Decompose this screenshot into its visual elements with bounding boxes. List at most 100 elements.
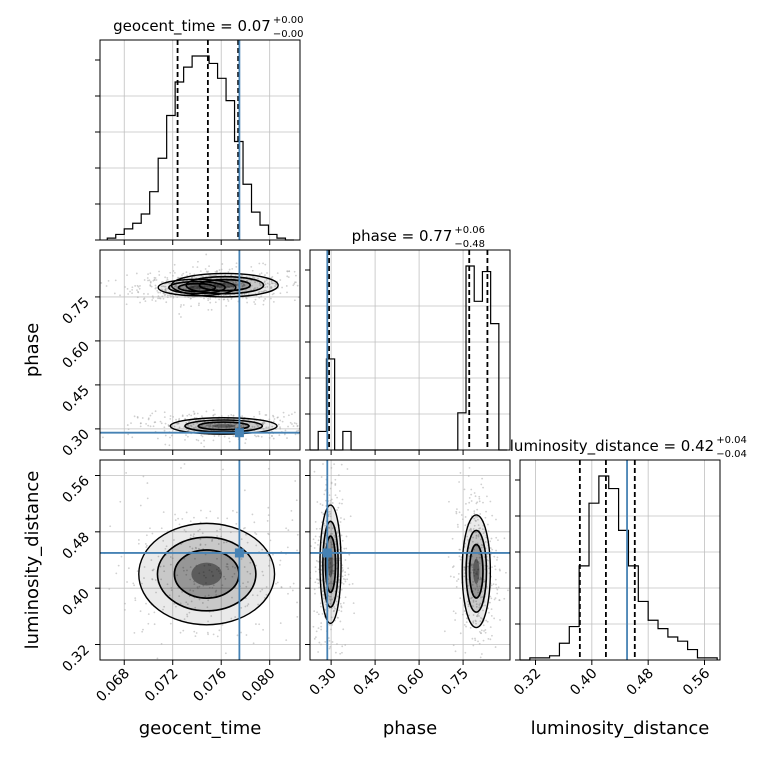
sample-point — [313, 588, 316, 591]
sample-point — [249, 572, 252, 575]
sample-point — [480, 483, 483, 486]
sample-point — [136, 289, 138, 292]
sample-point — [456, 523, 459, 526]
sample-point — [480, 538, 482, 541]
sample-point — [189, 578, 192, 581]
sample-point — [266, 282, 269, 285]
sample-point — [204, 543, 207, 546]
sample-point — [246, 301, 249, 304]
sample-point — [159, 565, 162, 568]
sample-point — [494, 578, 497, 581]
sample-point — [475, 600, 478, 603]
sample-point — [319, 503, 322, 505]
sample-point — [323, 597, 325, 600]
sample-point — [261, 548, 264, 551]
x-tick-label: 0.072 — [142, 666, 182, 706]
sample-point — [494, 565, 496, 568]
sample-point — [279, 559, 282, 562]
sample-point — [160, 642, 163, 645]
sample-point — [457, 572, 460, 575]
sample-point — [295, 499, 298, 502]
sample-point — [186, 414, 189, 417]
sample-point — [484, 530, 486, 533]
sample-point — [230, 280, 232, 283]
sample-point — [344, 574, 347, 577]
sample-point — [246, 279, 248, 282]
sample-point — [235, 511, 238, 514]
sample-point — [159, 420, 162, 423]
sample-point — [240, 425, 242, 428]
sample-point — [63, 598, 65, 600]
sample-point — [322, 463, 324, 465]
hist-bin-geocent_time — [252, 212, 260, 240]
sample-point — [240, 293, 243, 296]
sample-point — [289, 421, 292, 424]
sample-point — [261, 570, 264, 573]
sample-point — [192, 423, 195, 426]
sample-point — [340, 588, 343, 591]
sample-point — [235, 265, 238, 268]
sample-point — [479, 513, 482, 515]
sample-point — [265, 289, 267, 292]
sample-point — [132, 582, 135, 585]
sample-point — [206, 606, 209, 609]
sample-point — [324, 423, 326, 425]
sample-point — [189, 520, 192, 523]
sample-point — [314, 432, 316, 434]
sample-point — [503, 537, 506, 540]
sample-point — [321, 504, 324, 507]
hist-panel-geocent_time: geocent_time = 0.07 +0.00 −0.00 — [95, 15, 304, 245]
sample-point — [460, 556, 463, 559]
sample-point — [218, 286, 221, 289]
sample-point — [234, 566, 236, 569]
sample-point — [139, 425, 142, 428]
sample-point — [337, 616, 339, 619]
sample-point — [234, 616, 237, 618]
sample-point — [262, 428, 265, 430]
sample-point — [215, 594, 218, 596]
sample-point — [338, 559, 341, 562]
sample-point — [478, 606, 481, 609]
sample-point — [272, 420, 275, 423]
y-tick-label: 0.48 — [59, 529, 92, 562]
sample-point — [301, 464, 303, 466]
x-tick-label: 0.32 — [511, 666, 544, 699]
sample-point — [455, 512, 458, 515]
sample-point — [471, 637, 474, 640]
sample-point — [316, 501, 319, 503]
sample-point — [221, 263, 224, 265]
sample-point — [353, 612, 356, 615]
sample-point — [496, 559, 498, 561]
sample-point — [228, 440, 231, 443]
sample-point — [215, 274, 217, 277]
sample-point — [124, 602, 126, 605]
sample-point — [217, 570, 220, 572]
sample-point — [313, 558, 315, 560]
sample-point — [228, 427, 231, 429]
sample-point — [456, 508, 458, 511]
sample-point — [181, 591, 184, 593]
sample-point — [335, 559, 338, 562]
sample-point — [212, 414, 215, 417]
hist-bin-luminosity_distance — [589, 503, 599, 660]
title-geocent_time: geocent_time = 0.07 +0.00 −0.00 — [113, 15, 303, 40]
hist-bin-phase — [491, 324, 499, 450]
sample-point — [487, 637, 490, 640]
sample-point — [335, 562, 338, 564]
sample-point — [255, 623, 257, 625]
sample-point — [264, 298, 267, 300]
hist-bin-geocent_time — [167, 115, 175, 240]
sample-point — [483, 630, 485, 632]
sample-point — [320, 625, 323, 628]
sample-point — [197, 439, 200, 442]
title-lower-luminosity_distance: −0.04 — [716, 449, 747, 460]
sample-point — [269, 297, 272, 300]
sample-point — [487, 559, 489, 562]
sample-point — [163, 426, 166, 429]
sample-point — [201, 435, 204, 438]
sample-point — [160, 281, 163, 284]
sample-point — [251, 513, 254, 516]
sample-point — [328, 582, 331, 585]
sample-point — [258, 413, 261, 415]
sample-point — [120, 555, 123, 558]
